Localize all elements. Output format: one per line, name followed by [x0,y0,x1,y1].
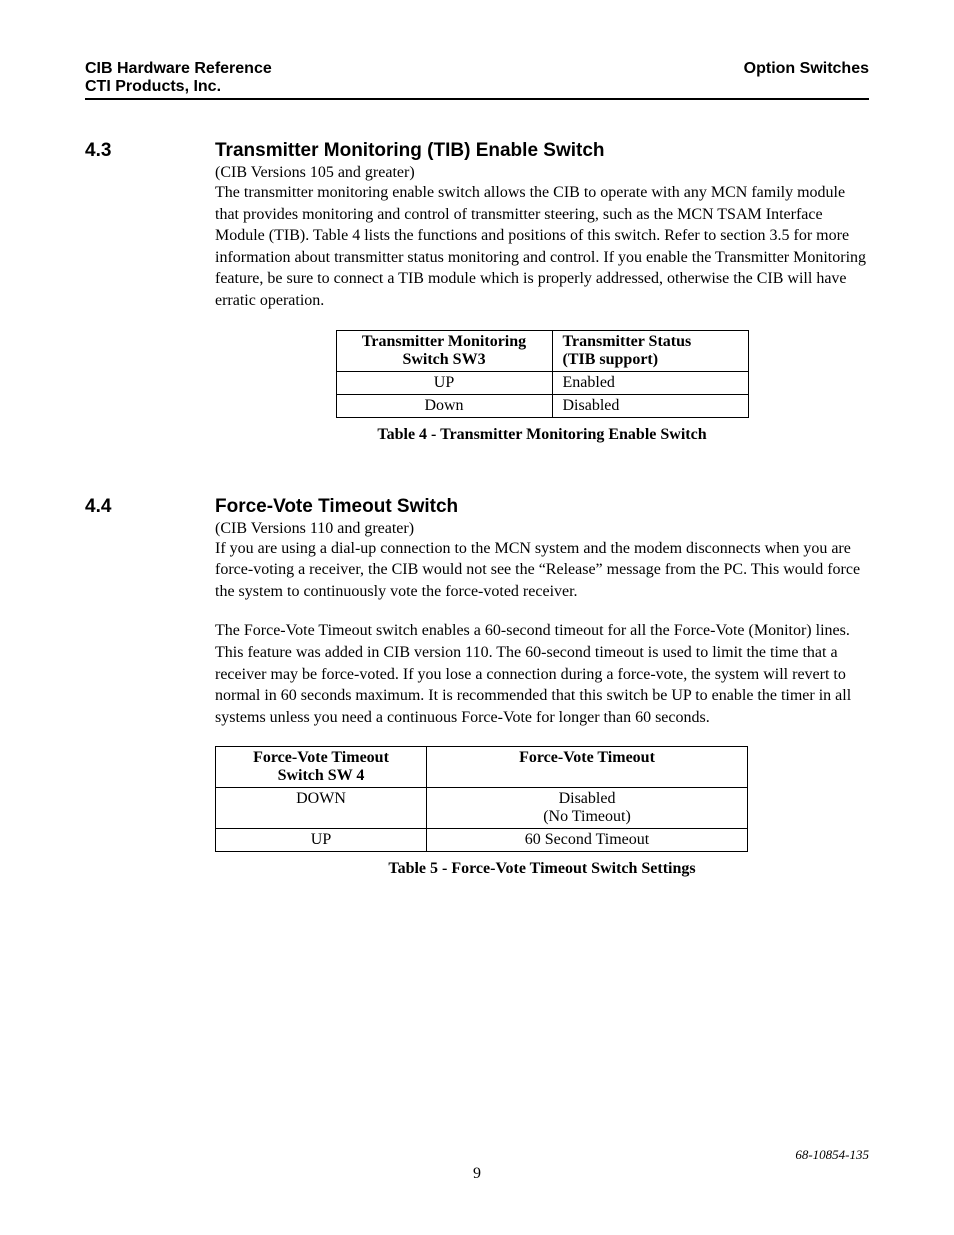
section-4-3: 4.3 Transmitter Monitoring (TIB) Enable … [85,140,869,466]
table5-r0c1-l2: (No Timeout) [543,808,631,825]
table5-col2-header-text: Force-Vote Timeout [519,749,655,766]
table4-col2-header-l2: (TIB support) [563,351,659,368]
table4-r1c0: Down [336,394,552,417]
table4-col1-header: Transmitter Monitoring Switch SW3 [336,330,552,371]
header-left: CIB Hardware Reference CTI Products, Inc… [85,60,272,96]
table4-r1c1: Disabled [552,394,748,417]
table5-col1-header: Force-Vote Timeout Switch SW 4 [216,747,427,788]
table4-col1-header-l1: Transmitter Monitoring [362,333,526,350]
header-left-line2: CTI Products, Inc. [85,78,272,96]
section-title-4-4: Force-Vote Timeout Switch [215,496,869,518]
table5-col1-header-l1: Force-Vote Timeout [253,749,389,766]
table4-col2-header: Transmitter Status (TIB support) [552,330,748,371]
table-4: Transmitter Monitoring Switch SW3 Transm… [336,330,749,418]
section-number-4-4: 4.4 [85,496,215,901]
section-subtitle-4-3: (CIB Versions 105 and greater) [215,164,869,182]
table5-r1c0: UP [216,829,427,852]
table-5: Force-Vote Timeout Switch SW 4 Force-Vot… [215,746,748,852]
page: CIB Hardware Reference CTI Products, Inc… [0,0,954,1235]
table5-r0c0: DOWN [216,788,427,829]
table-row: DOWN Disabled (No Timeout) [216,788,748,829]
table4-col2-header-l1: Transmitter Status [563,333,692,350]
table5-r0c1: Disabled (No Timeout) [427,788,748,829]
table5-r0c1-l1: Disabled [559,790,616,807]
section-4-4-para2: The Force-Vote Timeout switch enables a … [215,620,869,728]
section-4-4-para1: If you are using a dial-up connection to… [215,538,869,603]
section-title-4-3: Transmitter Monitoring (TIB) Enable Swit… [215,140,869,162]
table4-col1-header-l2: Switch SW3 [402,351,485,368]
section-body-4-4: Force-Vote Timeout Switch (CIB Versions … [215,496,869,901]
section-body-4-3: Transmitter Monitoring (TIB) Enable Swit… [215,140,869,466]
header-left-line1: CIB Hardware Reference [85,60,272,78]
footer-doc-number: 68-10854-135 [795,1147,869,1163]
page-header: CIB Hardware Reference CTI Products, Inc… [85,60,869,96]
section-subtitle-4-4: (CIB Versions 110 and greater) [215,520,869,538]
table-row: Transmitter Monitoring Switch SW3 Transm… [336,330,748,371]
table5-r1c1: 60 Second Timeout [427,829,748,852]
header-right-line1: Option Switches [744,60,869,78]
table5-col2-header: Force-Vote Timeout [427,747,748,788]
section-4-3-para1: The transmitter monitoring enable switch… [215,182,869,312]
table-row: UP Enabled [336,371,748,394]
header-right: Option Switches [744,60,869,96]
table5-col1-header-l2: Switch SW 4 [278,767,365,784]
section-number-4-3: 4.3 [85,140,215,466]
table4-r0c1: Enabled [552,371,748,394]
table-4-caption: Table 4 - Transmitter Monitoring Enable … [215,426,869,444]
table4-r0c0: UP [336,371,552,394]
table-5-caption: Table 5 - Force-Vote Timeout Switch Sett… [215,860,869,878]
section-4-4: 4.4 Force-Vote Timeout Switch (CIB Versi… [85,496,869,901]
header-rule [85,98,869,100]
footer-page-number: 9 [0,1165,954,1183]
table-row: Force-Vote Timeout Switch SW 4 Force-Vot… [216,747,748,788]
table-row: UP 60 Second Timeout [216,829,748,852]
table-row: Down Disabled [336,394,748,417]
